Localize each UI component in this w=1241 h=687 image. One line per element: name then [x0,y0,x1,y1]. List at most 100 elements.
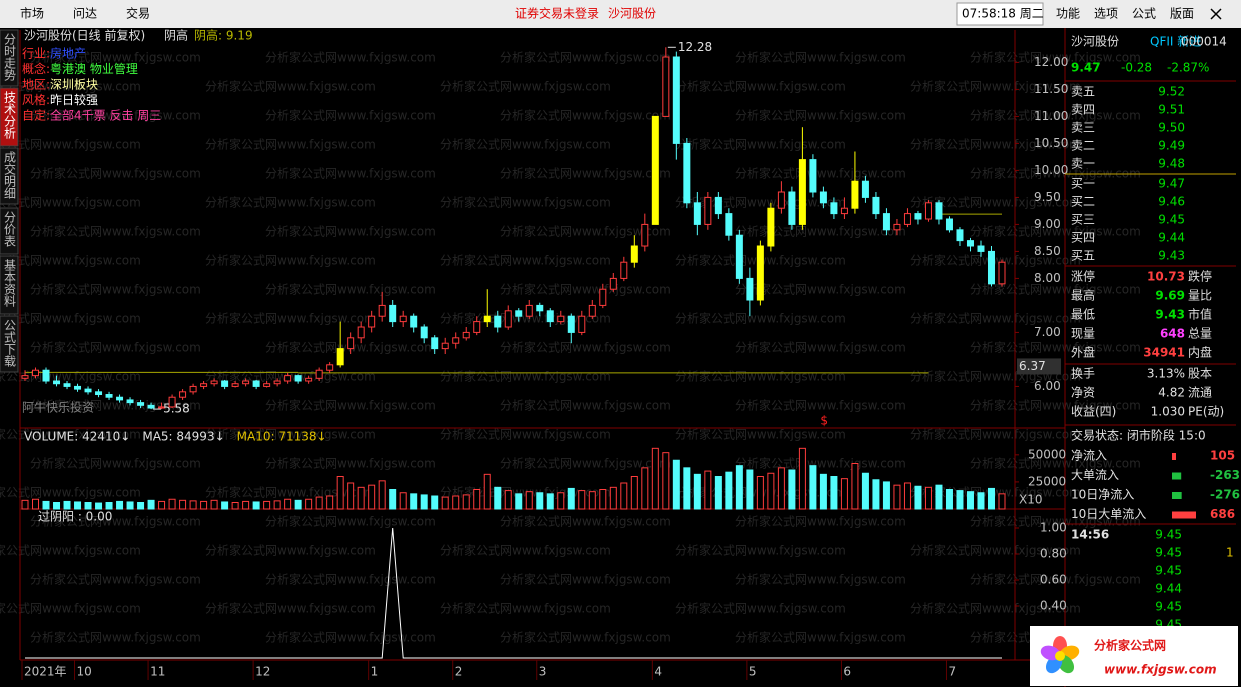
signal: $ [820,414,828,428]
tab-bg[interactable] [0,87,19,147]
left-tab[interactable]: 分价表 [3,211,17,247]
watermark: 分析家公式网www.fxjgsw.com [440,137,611,152]
candle-body [683,142,691,204]
candle-body [840,207,848,215]
stock-name: 沙河股份 [1071,35,1119,49]
y-tick-label: 12.00 [1034,55,1068,69]
volume-bar [32,498,40,510]
left-tab[interactable]: 基本资料 [3,259,17,307]
candle-body [168,396,176,408]
info-key: 行业: [22,47,50,61]
left-tab[interactable]: 公式下载 [3,319,17,368]
left-tab[interactable]: 成交明细 [3,151,17,199]
y-tick-label: 0.80 [1040,547,1067,561]
volume-bar [315,496,323,510]
watermark: 分析家公式网www.fxjgsw.com [500,282,671,297]
candle-body [326,364,334,371]
menu-item[interactable]: 交易 [126,6,150,21]
fund-right: PE(动) [1188,405,1224,419]
candle-body [494,315,502,328]
volume-bar [872,479,880,510]
menu-item[interactable]: 公式 [1132,7,1156,21]
watermark: 分析家公式网www.fxjgsw.com [910,137,1081,152]
watermark: 分析家公式网www.fxjgsw.com [440,195,611,210]
x-tick-label: 6 [843,665,851,679]
watermark: 分析家公式网www.fxjgsw.com [675,601,846,616]
candle-body [242,380,250,385]
flow-label: 净流入 [1071,449,1107,463]
volume-bar [756,476,764,510]
info-value: 全部4千票 反击 周三 [50,108,161,123]
watermark: 分析家公式网www.fxjgsw.com [910,427,1081,442]
logo-name: 分析家公式网 [1094,638,1166,653]
fund-value: 4.82 [1158,386,1185,400]
x-tick-label: 4 [654,665,662,679]
cursor-box [1017,358,1061,375]
tab-bg[interactable] [0,29,19,87]
volume-bar [851,463,859,510]
volume-bar [504,490,512,510]
fund-value: 1.030 [1151,405,1185,419]
candle-body [231,383,239,387]
watermark: 分析家公式网www.fxjgsw.com [0,485,141,500]
x-tick-label: 12 [255,665,270,679]
tab-bg[interactable] [0,207,19,255]
tab-bg[interactable] [0,315,19,373]
candle-body [861,180,869,198]
bid-price: 9.45 [1158,213,1185,227]
candle-body [966,240,974,247]
volume-bar [231,502,239,510]
candle-body [693,202,701,225]
watermark: 分析家公式网www.fxjgsw.com [675,543,846,558]
volume-bar [168,498,176,510]
menu-item[interactable]: 版面 [1170,7,1194,21]
candle-body [578,315,586,333]
candle-body [809,159,817,193]
menu-item[interactable]: 功能 [1056,7,1080,21]
volume-bar [788,469,796,510]
tick-vol: 1 [1226,546,1234,560]
left-tab[interactable]: 分时走势 [3,33,17,81]
watermark: 分析家公式网www.fxjgsw.com [205,79,376,94]
menu-item[interactable]: 问达 [73,7,97,21]
candle-body [200,383,208,387]
volume-bar [735,465,743,510]
menu-item[interactable]: 市场 [20,6,44,21]
candle-body [399,315,407,323]
watermark: 分析家公式网www.fxjgsw.com [500,50,671,65]
candle-body [21,375,29,379]
price-change-pct: -2.87% [1167,61,1209,75]
candle-body [126,399,134,404]
stat-right: 内盘 [1188,345,1212,360]
tab-bg[interactable] [0,147,19,205]
watermark: 分析家公式网www.fxjgsw.com [735,166,906,181]
watermark: 分析家公式网www.fxjgsw.com [970,282,1141,297]
x-tick-label: 1 [371,665,379,679]
volume-bar [53,502,61,510]
y-tick-label: 11.50 [1034,82,1068,96]
candle-body [74,385,82,390]
volume-bar [599,489,607,510]
volume-bar [357,486,365,510]
bid-label: 买三 [1071,213,1095,227]
stat-label: 最低 [1071,308,1095,322]
volume-bar [798,447,806,510]
window-close[interactable] [1210,8,1222,20]
watermark: 分析家公式网www.fxjgsw.com [500,108,671,123]
candle-body [756,245,764,301]
tab-bg[interactable] [0,255,19,315]
candle-body [893,223,901,231]
annotation: 5.58 [163,402,190,416]
flow-label: 10日净流入 [1071,488,1134,502]
source-label: 阿牛快乐投资 [22,400,94,415]
menu-item[interactable]: 选项 [1094,7,1118,21]
indicator-header: 过阴阳 : 0.00 [38,510,112,524]
candle-body [116,396,124,401]
watermark: 分析家公式网www.fxjgsw.com [735,630,906,645]
watermark: 分析家公式网www.fxjgsw.com [675,369,846,384]
left-tab[interactable]: 技术分析 [3,91,17,140]
volume-bar [389,489,397,510]
watermark: 分析家公式网www.fxjgsw.com [30,340,201,355]
volume-bar [683,467,691,510]
